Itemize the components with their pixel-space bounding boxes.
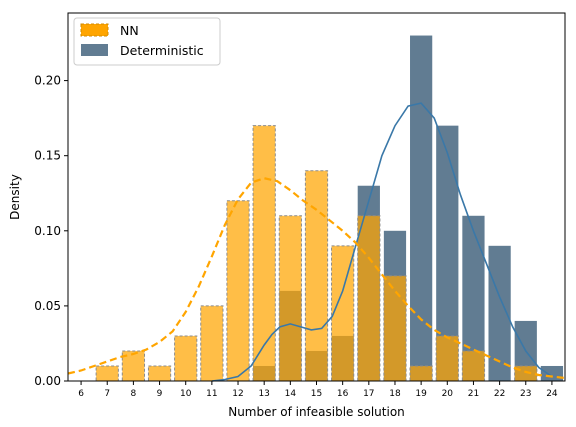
nn-bar-13 (252, 125, 276, 382)
deterministic-kde-line (211, 102, 553, 382)
x-tick-label: 17 (363, 389, 374, 399)
y-tick-label: 0.20 (34, 74, 61, 88)
x-tick-label: 18 (389, 389, 401, 399)
x-tick-label: 19 (415, 389, 427, 399)
x-tick-label: 8 (131, 389, 137, 399)
deterministic-bar-19 (410, 35, 433, 382)
nn-bar-10 (174, 335, 198, 382)
nn-bar-19 (409, 365, 433, 382)
legend: NN Deterministic (73, 17, 221, 66)
nn-bar-20 (435, 335, 459, 382)
y-tick-label: 0.00 (34, 374, 61, 388)
x-tick-label: 13 (258, 389, 269, 399)
x-tick-label: 11 (206, 389, 217, 399)
x-tick-label: 20 (442, 389, 454, 399)
nn-bar-16 (331, 245, 355, 382)
y-tick-label: 0.15 (34, 149, 61, 163)
nn-bar-17 (357, 215, 381, 382)
x-tick-label: 6 (78, 389, 84, 399)
deterministic-bar-21 (462, 215, 485, 381)
nn-bars (95, 125, 538, 382)
x-tick-label: 7 (104, 389, 110, 399)
legend-det-swatch (81, 44, 108, 56)
nn-bar-8 (121, 350, 146, 382)
nn-bar-7 (95, 365, 119, 382)
x-tick-label: 12 (232, 389, 243, 399)
deterministic-bar-24 (540, 365, 564, 381)
x-tick-label: 16 (337, 389, 349, 399)
nn-bar-21 (461, 350, 486, 382)
x-tick-label: 14 (285, 389, 297, 399)
y-axis-label: Density (8, 174, 22, 220)
x-tick-label: 15 (311, 389, 322, 399)
deterministic-bar-22 (488, 245, 511, 381)
y-axis-ticks: 0.00 0.05 0.10 0.15 0.20 (34, 74, 68, 388)
legend-box (73, 17, 221, 66)
deterministic-bar-20 (436, 125, 459, 381)
x-tick-label: 24 (546, 389, 558, 399)
nn-bar-14 (278, 215, 302, 382)
x-tick-label: 22 (494, 389, 505, 399)
x-tick-label: 21 (468, 389, 479, 399)
nn-bar-11 (200, 305, 224, 382)
x-axis-label: Number of infeasible solution (228, 405, 405, 419)
y-tick-label: 0.10 (34, 224, 61, 238)
nn-bar-15 (304, 170, 329, 382)
x-tick-label: 23 (520, 389, 531, 399)
x-axis-ticks: 6 7 8 9 10 11 12 13 14 15 16 17 18 19 20 21 22 23 24 (78, 381, 558, 399)
legend-det-label: Deterministic (120, 43, 204, 58)
nn-bar-12 (226, 200, 250, 382)
y-tick-label: 0.05 (34, 299, 61, 313)
nn-bar-9 (147, 365, 172, 382)
nn-bar-18 (383, 275, 407, 382)
legend-nn-label: NN (120, 23, 139, 38)
legend-nn-swatch (80, 23, 109, 37)
nn-kde-line (67, 177, 566, 380)
x-tick-label: 10 (180, 389, 192, 399)
x-tick-label: 9 (157, 389, 163, 399)
